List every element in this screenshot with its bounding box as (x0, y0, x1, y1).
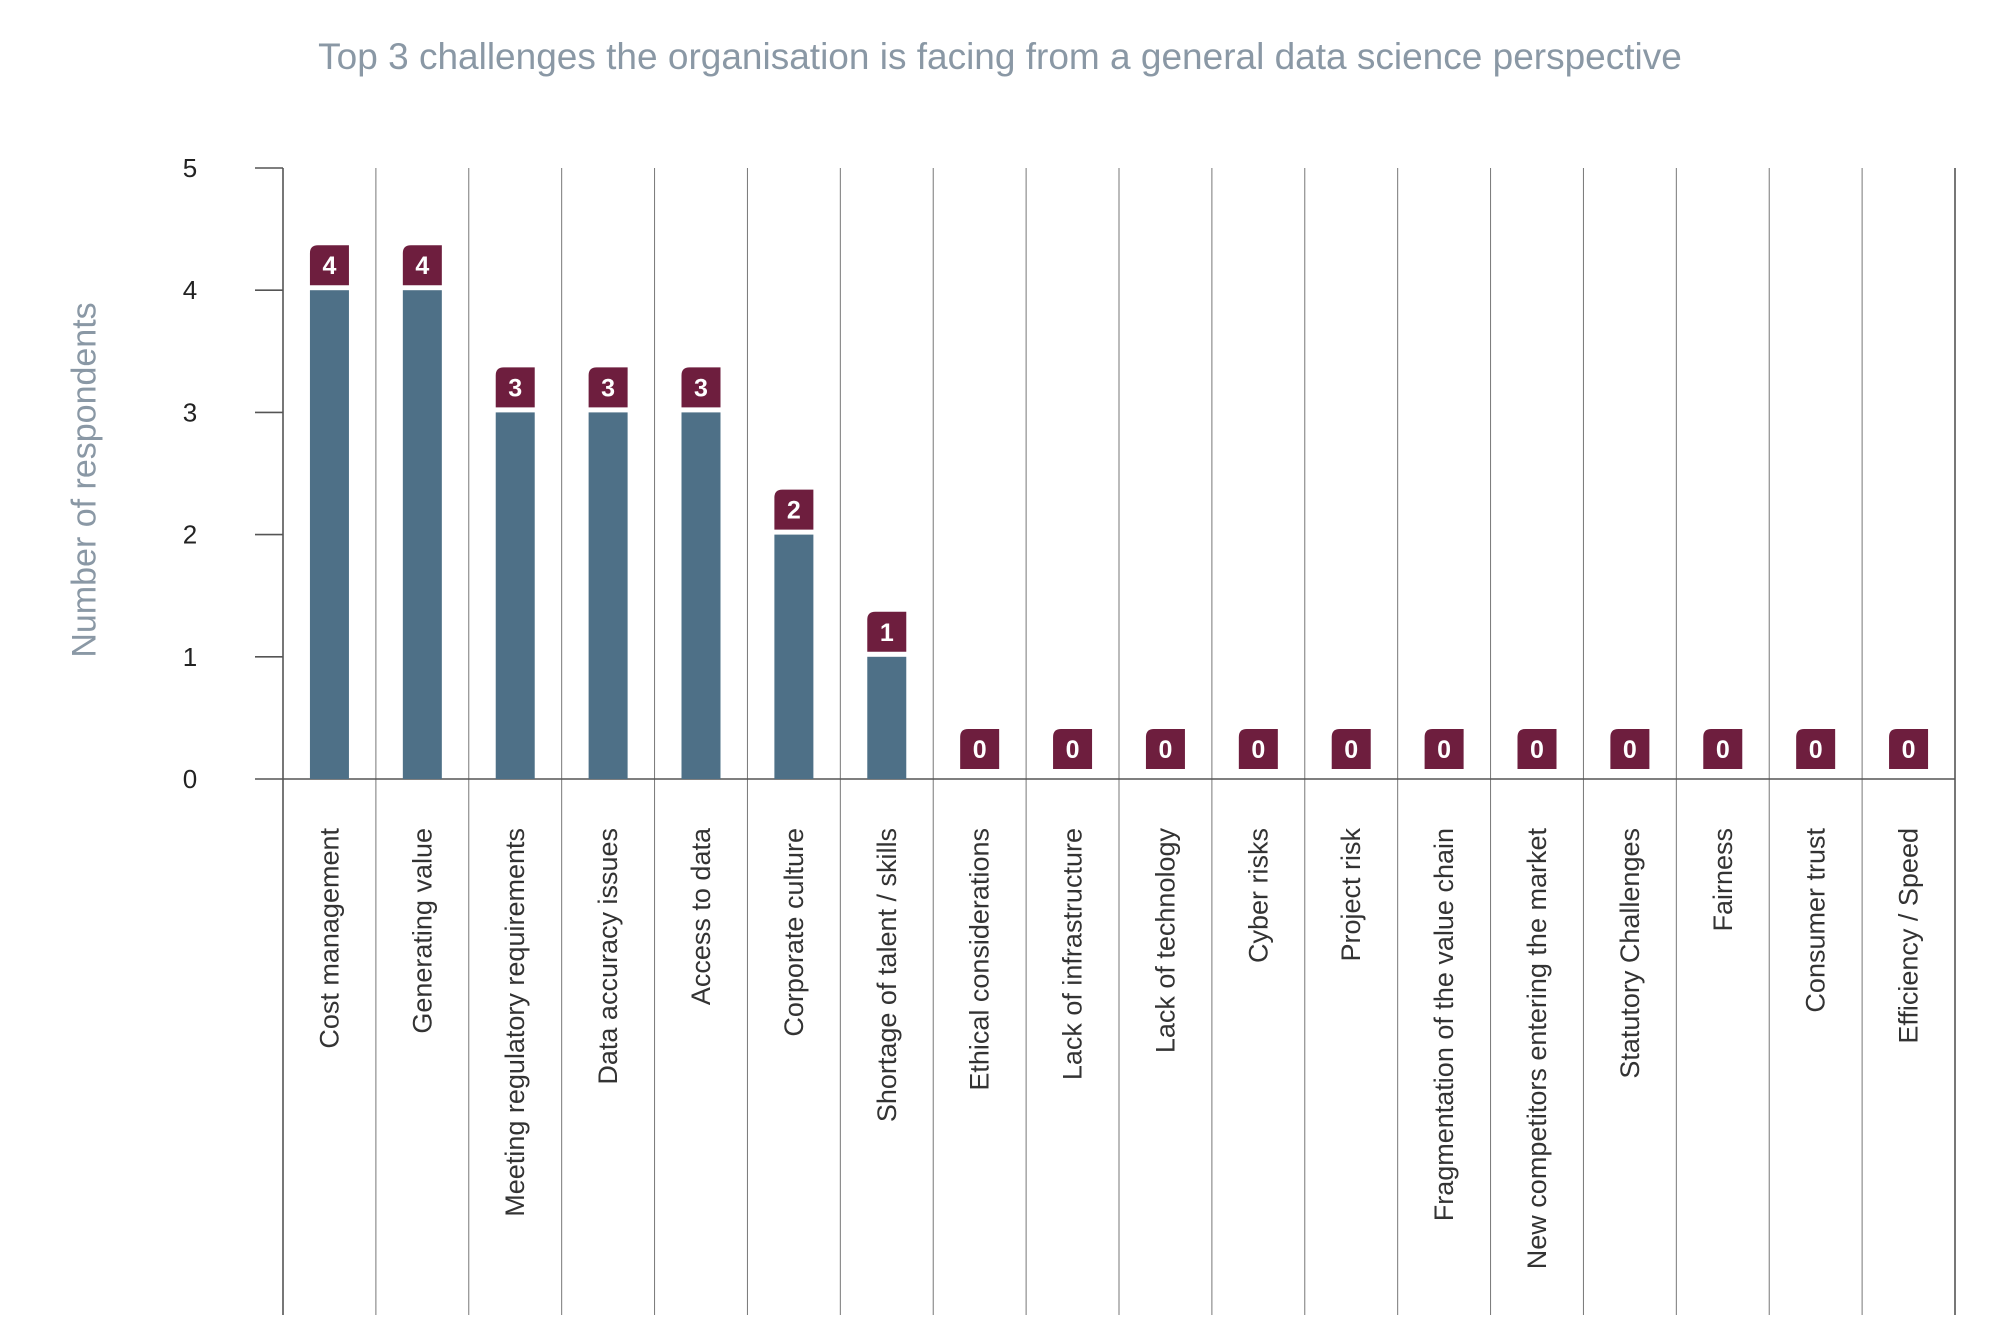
data-label-badge (1053, 729, 1093, 769)
x-tick-label: Lack of infrastructure (1058, 828, 1088, 1080)
data-label-badge (1424, 729, 1464, 769)
x-tick-label: Cyber risks (1243, 828, 1273, 963)
x-tick-label: Corporate culture (779, 828, 809, 1037)
data-label-badge (588, 367, 628, 408)
data-label-badge (1796, 729, 1836, 769)
data-label-badge (1889, 729, 1929, 769)
data-label: 0 (1530, 736, 1544, 764)
x-tick-label: Data accuracy issues (593, 828, 623, 1085)
data-label-badge (1238, 729, 1278, 769)
data-label-badge (1145, 729, 1185, 769)
y-tick-label: 2 (183, 520, 197, 550)
bar (681, 412, 721, 779)
x-tick-label: Project risk (1336, 828, 1366, 962)
data-label: 0 (973, 736, 987, 764)
y-tick-label: 5 (183, 153, 197, 183)
data-label: 0 (1344, 736, 1358, 764)
data-label: 4 (322, 252, 336, 280)
data-label-badge (1703, 729, 1743, 769)
data-label: 3 (508, 374, 522, 402)
data-label: 2 (787, 497, 801, 525)
data-label: 0 (1716, 736, 1730, 764)
data-label-badge (960, 729, 1000, 769)
data-label-badge (1331, 729, 1371, 769)
y-tick-label: 3 (183, 397, 197, 427)
x-tick-label: Consumer trust (1801, 828, 1831, 1013)
data-label-badge (1517, 729, 1557, 769)
data-label: 3 (694, 374, 708, 402)
bar (867, 656, 907, 779)
data-label: 0 (1251, 736, 1265, 764)
x-tick-label: Lack of technology (1150, 828, 1180, 1054)
x-tick-label: Cost management (314, 828, 344, 1049)
bar (402, 290, 442, 779)
bar (309, 290, 349, 779)
bar (774, 534, 814, 779)
y-tick-label: 1 (183, 642, 197, 672)
data-label-badge (774, 489, 814, 530)
data-label-badge (309, 245, 349, 286)
bar (495, 412, 535, 779)
data-label: 0 (1623, 736, 1637, 764)
x-tick-label: Shortage of talent / skills (872, 828, 902, 1122)
data-label-badge (867, 611, 907, 652)
data-label-badge (681, 367, 721, 408)
x-tick-label: Statutory Challenges (1615, 828, 1645, 1079)
x-tick-label: Ethical considerations (965, 828, 995, 1091)
data-label: 0 (1437, 736, 1451, 764)
data-label-badge (402, 245, 442, 286)
data-label: 0 (1809, 736, 1823, 764)
x-tick-label: Fragmentation of the value chain (1429, 828, 1459, 1221)
y-tick-label: 4 (183, 275, 197, 305)
data-label: 3 (601, 374, 615, 402)
chart-title: Top 3 challenges the organisation is fac… (318, 36, 1682, 77)
y-tick-label: 0 (183, 764, 197, 794)
data-label: 4 (415, 252, 429, 280)
x-tick-label: New competitors entering the market (1522, 828, 1552, 1270)
data-label-badge (1610, 729, 1650, 769)
data-label: 0 (1066, 736, 1080, 764)
data-label-badge (495, 367, 535, 408)
x-tick-label: Access to data (686, 827, 716, 1005)
x-tick-label: Generating value (407, 828, 437, 1034)
x-tick-label: Efficiency / Speed (1894, 828, 1924, 1044)
x-tick-label: Fairness (1708, 828, 1738, 932)
data-label: 0 (1158, 736, 1172, 764)
bar (588, 412, 628, 779)
x-tick-label: Meeting regulatory requirements (500, 828, 530, 1217)
data-label: 1 (880, 619, 894, 647)
data-label: 0 (1902, 736, 1916, 764)
